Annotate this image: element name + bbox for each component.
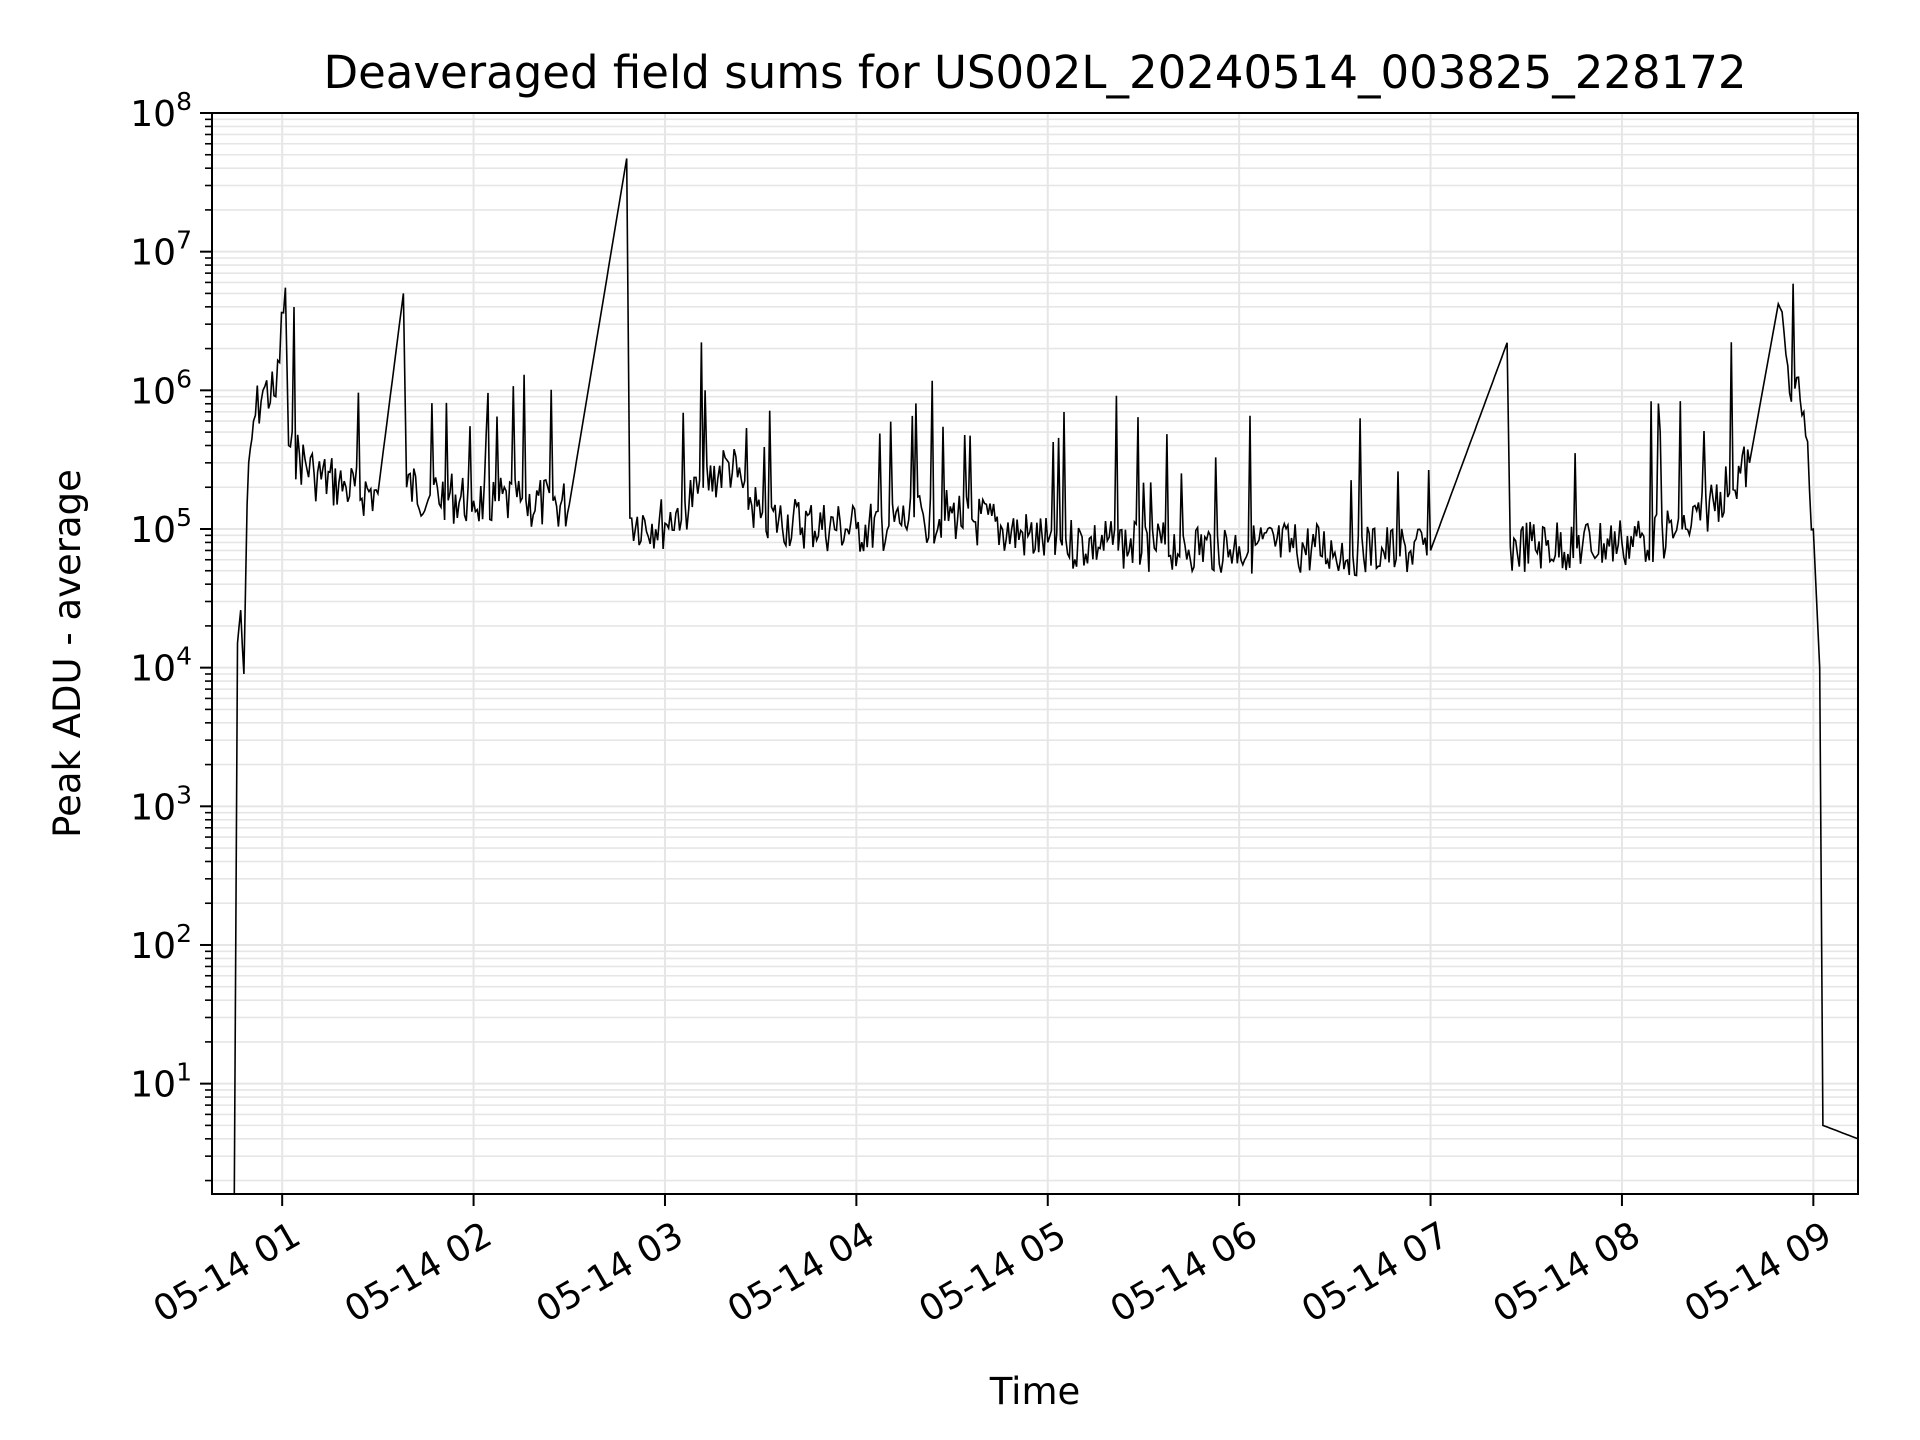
y-tick-label: 103 <box>130 780 192 828</box>
x-axis-label: Time <box>989 1370 1081 1413</box>
plot-area <box>233 158 1859 1195</box>
y-tick-label: 106 <box>130 364 192 412</box>
series-line <box>233 158 1859 1195</box>
y-tick-label: 101 <box>130 1058 192 1106</box>
y-tick-label: 104 <box>130 642 192 690</box>
y-axis: 101 102 103 104 105 106 107 108 <box>130 87 212 1182</box>
y-tick-label: 102 <box>130 919 192 967</box>
y-axis-label: Peak ADU - average <box>46 469 89 838</box>
chart-title: Deaveraged field sums for US002L_2024051… <box>323 46 1746 99</box>
y-tick-label: 108 <box>130 87 192 135</box>
y-tick-label: 105 <box>130 503 192 551</box>
plot-frame <box>211 112 1859 1195</box>
y-tick-label: 107 <box>130 226 192 274</box>
